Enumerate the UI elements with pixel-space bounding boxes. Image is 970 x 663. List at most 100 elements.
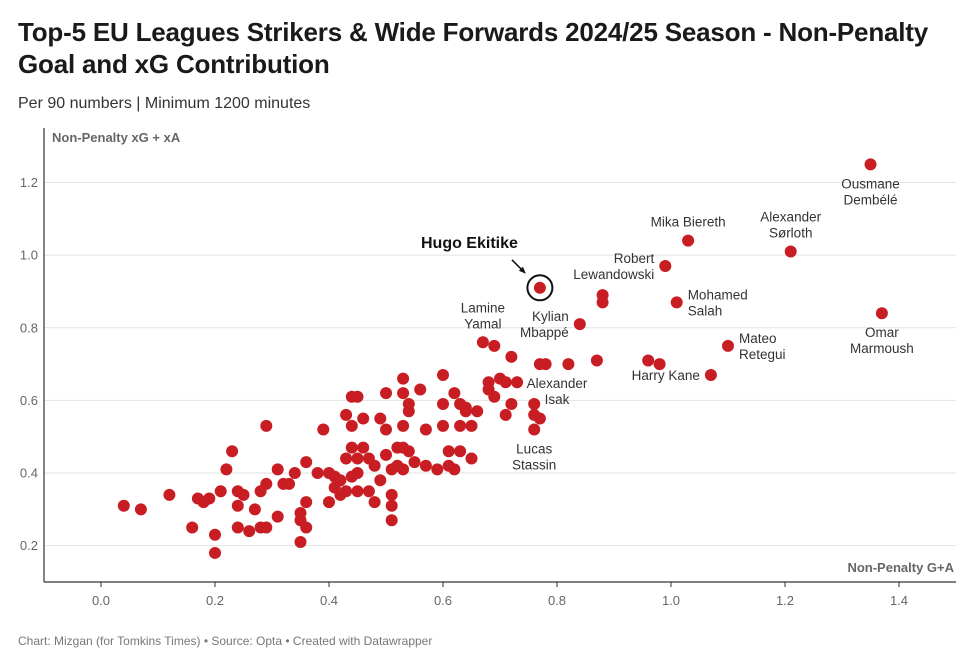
data-point — [345, 419, 358, 432]
data-point — [437, 419, 449, 432]
data-point — [380, 387, 392, 400]
data-point — [533, 412, 546, 425]
player-label-line: Lamine — [461, 300, 505, 315]
player-label-line: Yamal — [464, 316, 501, 331]
data-point — [437, 398, 449, 411]
gridlines — [44, 181, 956, 547]
data-point — [294, 536, 307, 549]
data-point — [357, 441, 370, 454]
data-point — [448, 387, 461, 400]
data-point — [488, 339, 501, 352]
data-point — [408, 456, 421, 469]
player-label-line: Stassin — [512, 457, 556, 472]
data-point — [511, 376, 524, 389]
data-point — [499, 408, 512, 421]
data-point — [374, 412, 387, 425]
data-point — [385, 514, 398, 527]
data-point — [402, 405, 415, 418]
data-point — [351, 485, 364, 498]
data-point — [528, 398, 541, 411]
y-axis-title: Non-Penalty xG + xA — [52, 130, 181, 145]
data-point — [784, 245, 797, 258]
player-label-line: Dembélé — [843, 192, 897, 207]
data-point — [237, 488, 250, 501]
player-label: Lamine Yamal — [461, 300, 505, 331]
data-point — [231, 499, 244, 512]
x-tick-label: 0.4 — [320, 593, 338, 608]
data-point — [670, 296, 683, 309]
data-point — [226, 445, 239, 458]
data-point — [488, 390, 501, 403]
data-point — [505, 398, 518, 411]
data-point — [528, 423, 541, 436]
data-point — [260, 419, 273, 432]
data-point — [875, 307, 888, 320]
data-point — [317, 423, 330, 436]
player-label-line: Marmoush — [850, 341, 914, 356]
y-tick-labels: 0.2 0.4 0.6 0.8 1.0 1.2 — [20, 175, 38, 553]
data-point — [351, 390, 364, 403]
data-point — [573, 318, 586, 331]
player-label-line: Robert — [614, 251, 655, 266]
x-tick-label: 1.4 — [890, 593, 908, 608]
highlight-group: Hugo Ekitike — [421, 235, 554, 302]
data-point — [397, 419, 410, 432]
data-point — [134, 503, 147, 516]
data-point — [704, 368, 717, 381]
player-label-line: Mbappé — [520, 325, 569, 340]
x-axis-title: Non-Penalty G+A — [847, 560, 954, 575]
data-point — [220, 463, 233, 476]
data-point — [864, 158, 877, 171]
player-label: Lucas Stassin — [512, 441, 556, 472]
data-point — [260, 521, 273, 534]
data-point — [248, 503, 261, 516]
data-point — [311, 467, 324, 480]
data-point — [539, 358, 552, 371]
data-point — [203, 492, 216, 505]
data-point — [340, 485, 353, 498]
data-point — [397, 387, 410, 400]
data-point — [186, 521, 199, 534]
x-tick-label: 1.2 — [776, 593, 794, 608]
data-point — [214, 485, 227, 498]
chart-subtitle: Per 90 numbers | Minimum 1200 minutes — [18, 95, 311, 112]
player-label-line: Mateo — [739, 331, 777, 346]
chart-footer: Chart: Mizgan (for Tomkins Times) • Sour… — [18, 634, 433, 648]
highlight-ring — [526, 274, 554, 302]
data-point — [380, 423, 392, 436]
x-tick-label: 1.0 — [662, 593, 680, 608]
data-point — [271, 510, 284, 523]
data-point — [357, 412, 370, 425]
highlight-arrowhead — [518, 266, 526, 274]
x-tick-label: 0.2 — [206, 593, 224, 608]
player-label-line: Mohamed — [688, 287, 748, 302]
player-label-line: Alexander — [527, 376, 588, 391]
data-point — [499, 376, 512, 389]
data-point — [465, 419, 478, 432]
data-point — [431, 463, 444, 476]
data-point — [300, 456, 313, 469]
data-point — [596, 296, 609, 309]
data-point — [414, 383, 427, 396]
data-point — [368, 496, 381, 509]
player-label: Ousmane Dembélé — [841, 176, 900, 207]
x-tick-labels: 0.0 0.2 0.4 0.6 0.8 1.0 1.2 1.4 — [92, 582, 908, 608]
y-tick-label: 0.4 — [20, 466, 38, 481]
data-point — [231, 521, 244, 534]
data-point — [476, 336, 489, 349]
data-point — [283, 477, 296, 490]
x-tick-label: 0.8 — [548, 593, 566, 608]
data-point — [300, 496, 313, 509]
y-tick-label: 0.8 — [20, 320, 38, 335]
data-point — [340, 452, 353, 465]
data-point — [362, 485, 375, 498]
data-point — [437, 368, 449, 381]
data-point — [351, 467, 364, 480]
data-point — [271, 463, 284, 476]
data-point — [323, 496, 335, 509]
data-point — [419, 423, 432, 436]
y-tick-label: 1.2 — [20, 175, 38, 190]
player-label: Mateo Retegui — [739, 331, 786, 362]
data-point — [442, 445, 455, 458]
